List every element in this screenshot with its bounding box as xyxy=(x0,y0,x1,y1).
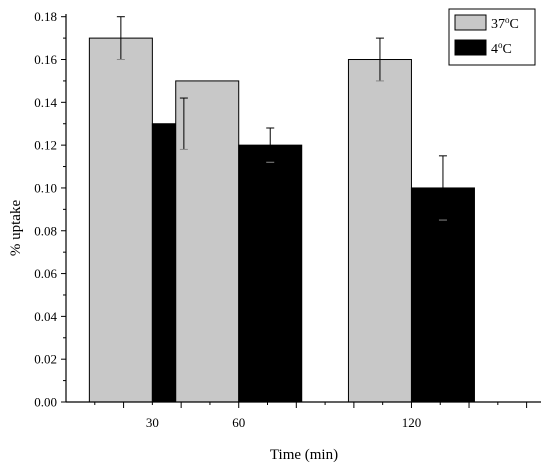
y-tick-label: 0.06 xyxy=(34,266,57,281)
bar-cold-120 xyxy=(410,187,475,403)
bar-warm-30 xyxy=(88,37,153,403)
legend-label: 4oC xyxy=(491,40,512,57)
legend: 37oC 4oC xyxy=(448,8,536,66)
y-tick-label: 0.16 xyxy=(34,52,57,67)
y-tick-label: 0.04 xyxy=(34,309,57,324)
y-tick-label: 0.12 xyxy=(34,138,57,153)
bar-cold-60 xyxy=(238,144,303,403)
x-axis-title: Time (min) xyxy=(270,447,338,463)
x-tick-label: 120 xyxy=(402,415,422,430)
x-tick-label: 60 xyxy=(232,415,245,430)
y-tick-label: 0.02 xyxy=(34,352,57,367)
legend-swatch xyxy=(454,14,487,31)
axes-layer xyxy=(61,14,541,408)
bar-warm-60 xyxy=(175,80,240,403)
bars-layer xyxy=(88,37,475,403)
y-tick-label: 0.14 xyxy=(34,95,57,110)
y-axis-title: % uptake xyxy=(8,200,24,257)
x-tick-label: 30 xyxy=(146,415,159,430)
y-tick-label: 0.00 xyxy=(34,395,57,410)
legend-swatch xyxy=(454,39,487,56)
y-tick-label: 0.08 xyxy=(34,223,57,238)
y-tick-label: 0.18 xyxy=(34,9,57,24)
legend-label: 37oC xyxy=(491,15,519,32)
error-bars-layer xyxy=(116,16,447,221)
bar-warm-120 xyxy=(347,59,412,403)
tick-labels-layer: 0.00 0.02 0.04 0.06 0.08 0.10 0.12 0.14 0.16 0.18… xyxy=(34,9,421,430)
y-tick-label: 0.10 xyxy=(34,180,57,195)
